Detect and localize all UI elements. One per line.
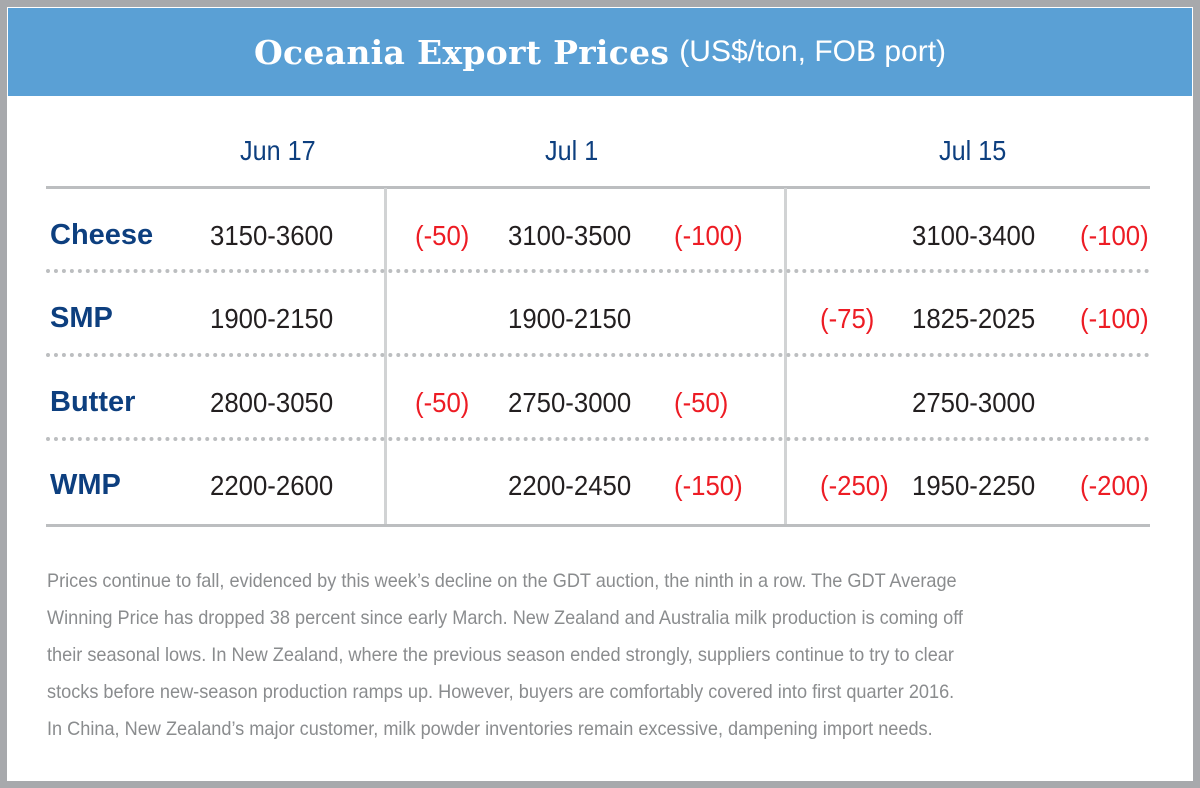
change-jul1: (-50) — [674, 387, 729, 418]
commentary-line: stocks before new-season production ramp… — [47, 681, 955, 703]
price-jul15: 1825-2025 — [912, 303, 1036, 334]
change-to-jul1: (-50) — [415, 387, 470, 418]
header-banner: Oceania Export Prices (US$/ton, FOB port… — [8, 8, 1192, 96]
column-header-jul15: Jul 15 — [939, 135, 1007, 166]
price-jul1: 3100-3500 — [508, 220, 632, 251]
page-title: Oceania Export Prices — [253, 32, 670, 72]
product-name: SMP — [50, 302, 113, 334]
column-header-jul1: Jul 1 — [545, 135, 599, 166]
price-jun17: 1900-2150 — [210, 303, 334, 334]
product-name: Cheese — [50, 219, 154, 251]
price-jul1: 1900-2150 — [508, 303, 632, 334]
commentary-line: In China, New Zealand’s major customer, … — [47, 718, 933, 740]
price-jun17: 2200-2600 — [210, 470, 334, 501]
commentary-line: Prices continue to fall, evidenced by th… — [47, 570, 957, 592]
commentary-line: their seasonal lows. In New Zealand, whe… — [47, 644, 954, 666]
price-jul15: 1950-2250 — [912, 470, 1036, 501]
title-unit: (US$/ton, FOB port) — [679, 35, 947, 68]
row-separator — [46, 353, 1150, 357]
price-card: Oceania Export Prices (US$/ton, FOB port… — [7, 7, 1193, 781]
change-to-jul15: (-75) — [820, 303, 875, 334]
price-jun17: 2800-3050 — [210, 387, 334, 418]
price-jul1: 2750-3000 — [508, 387, 632, 418]
change-jul15: (-100) — [1080, 220, 1149, 251]
change-jul1: (-100) — [674, 220, 743, 251]
change-jul15: (-100) — [1080, 303, 1149, 334]
change-to-jul15: (-250) — [820, 470, 889, 501]
change-to-jul1: (-50) — [415, 220, 470, 251]
product-name: Butter — [50, 386, 136, 418]
product-name: WMP — [50, 469, 121, 501]
change-jul1: (-150) — [674, 470, 743, 501]
price-jun17: 3150-3600 — [210, 220, 334, 251]
table-bottom-rule — [46, 524, 1150, 527]
price-jul15: 3100-3400 — [912, 220, 1036, 251]
commentary: Prices continue to fall, evidenced by th… — [47, 563, 1157, 748]
price-jul15: 2750-3000 — [912, 387, 1036, 418]
change-jul15: (-200) — [1080, 470, 1149, 501]
row-separator — [46, 269, 1150, 273]
row-separator — [46, 437, 1150, 441]
commentary-line: Winning Price has dropped 38 percent sin… — [47, 607, 963, 629]
table-top-rule — [46, 186, 1150, 189]
price-jul1: 2200-2450 — [508, 470, 632, 501]
column-header-jun17: Jun 17 — [240, 135, 316, 166]
